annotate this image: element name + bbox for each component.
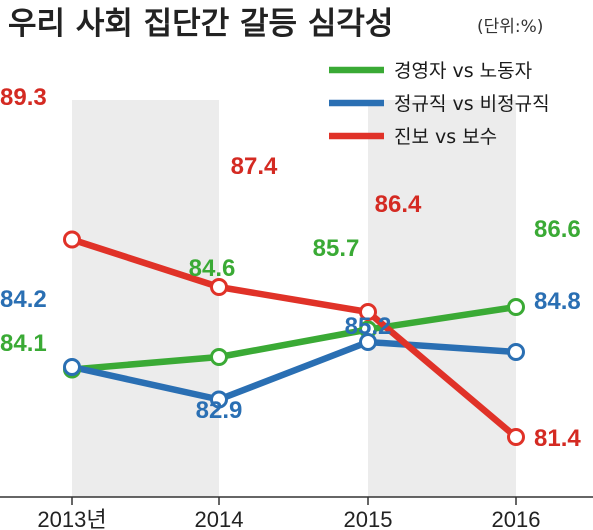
data-label: 82.9 <box>196 397 243 424</box>
series-points <box>63 230 525 446</box>
data-point <box>63 358 81 376</box>
data-label: 84.1 <box>0 330 47 357</box>
column-bands <box>72 100 516 497</box>
legend-label: 경영자 vs 노동자 <box>394 60 532 82</box>
series-lines <box>68 236 520 441</box>
band-1 <box>72 100 219 497</box>
x-axis-ticks: 2013년 2014 2015 2016 <box>37 497 540 530</box>
data-label: 87.4 <box>231 153 278 180</box>
data-point <box>507 343 525 361</box>
data-point <box>359 333 377 351</box>
data-point <box>210 348 228 366</box>
data-point <box>507 298 525 316</box>
band-2 <box>368 100 516 497</box>
data-label: 84.2 <box>0 286 47 313</box>
legend-label: 진보 vs 보수 <box>394 126 497 148</box>
data-label: 84.8 <box>534 288 581 315</box>
data-label: 85.2 <box>345 313 392 340</box>
x-tick-label: 2015 <box>344 507 393 530</box>
data-point <box>210 390 228 409</box>
data-point <box>210 278 228 296</box>
data-point <box>507 428 525 446</box>
data-label: 89.3 <box>0 84 47 111</box>
x-tick-label: 2016 <box>492 507 541 530</box>
data-labels: 84.1 84.6 85.7 86.6 84.2 82.9 85.2 84.8 89.3 87.4… <box>0 84 581 452</box>
data-label: 85.7 <box>313 235 360 262</box>
chart-unit: (단위:%) <box>477 17 543 37</box>
x-tick-label: 2014 <box>195 507 244 530</box>
series-line-ideology <box>68 236 520 441</box>
series-line-labor <box>68 303 520 373</box>
legend-label: 정규직 vs 비정규직 <box>394 93 550 115</box>
data-label: 81.4 <box>534 425 581 452</box>
data-point <box>63 230 81 249</box>
data-label: 86.4 <box>375 191 422 218</box>
x-tick-label: 2013년 <box>37 507 106 530</box>
data-label: 84.6 <box>189 255 236 282</box>
data-label: 86.6 <box>534 216 581 243</box>
data-point <box>359 303 377 321</box>
chart-title: 우리 사회 집단간 갈등 심각성 <box>8 6 393 42</box>
series-line-employment <box>68 338 520 403</box>
